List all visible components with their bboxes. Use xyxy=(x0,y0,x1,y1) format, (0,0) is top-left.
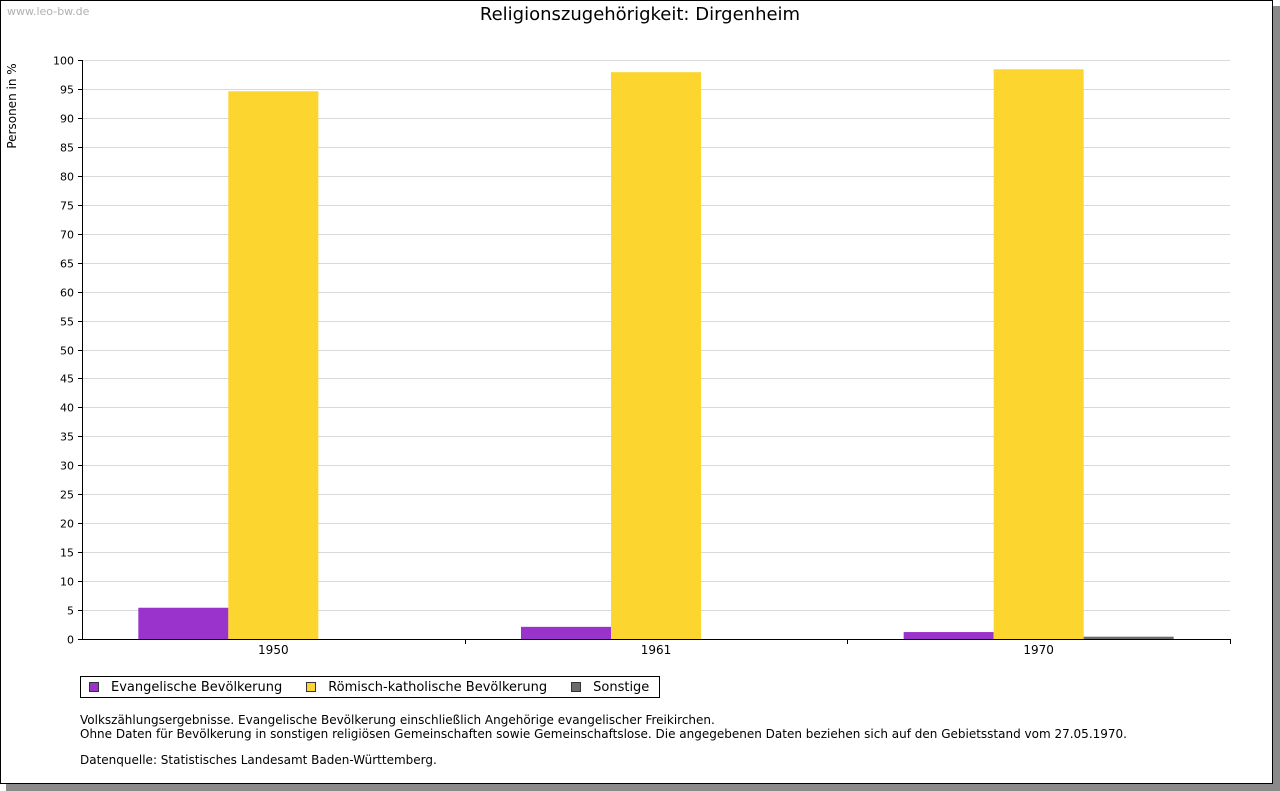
y-tick-label-90: 90 xyxy=(60,113,74,126)
y-tick-label-35: 35 xyxy=(60,431,74,444)
frame-shadow-bottom xyxy=(6,784,1280,791)
y-tick-label-70: 70 xyxy=(60,229,74,242)
y-tick-label-0: 0 xyxy=(67,634,74,647)
bar-1950-series-1 xyxy=(228,91,319,640)
legend-item-katholisch: Römisch-katholische Bevölkerung xyxy=(306,680,547,695)
y-tick-label-10: 10 xyxy=(60,576,74,589)
chart-title: Religionszugehörigkeit: Dirgenheim xyxy=(480,4,800,25)
y-tick-label-20: 20 xyxy=(60,518,74,531)
watermark: www.leo-bw.de xyxy=(7,5,90,18)
y-tick-label-55: 55 xyxy=(60,316,74,329)
legend-label-sonstige: Sonstige xyxy=(593,679,650,695)
legend-swatch-evangelisch xyxy=(89,682,99,692)
x-tick-label-1970: 1970 xyxy=(1023,643,1054,657)
bar-1970-series-2 xyxy=(1083,636,1174,639)
frame-shadow-right xyxy=(1273,6,1280,791)
legend-label-katholisch: Römisch-katholische Bevölkerung xyxy=(328,679,548,695)
y-tick-label-50: 50 xyxy=(60,345,74,358)
bar-1970-series-1 xyxy=(993,69,1084,640)
y-tick-label-60: 60 xyxy=(60,287,74,300)
y-tick-label-80: 80 xyxy=(60,171,74,184)
bar-1961-series-1 xyxy=(611,72,701,639)
y-tick-label-45: 45 xyxy=(60,373,74,386)
bar-1961-series-0 xyxy=(521,626,611,639)
bars xyxy=(138,69,1174,640)
y-tick-label-75: 75 xyxy=(60,200,74,213)
y-tick-label-40: 40 xyxy=(60,402,74,415)
y-axis-label: Personen in % xyxy=(5,63,19,148)
legend-swatch-sonstige xyxy=(571,682,582,692)
bar-1950-series-0 xyxy=(138,607,229,639)
axes: 0 5 10 15 20 25 30 35 40 45 50 55 60 65 70 75 80 85 90 95 10… xyxy=(53,55,1231,657)
x-tick-label-1961: 1961 xyxy=(641,643,672,657)
data-source: Datenquelle: Statistisches Landesamt Bad… xyxy=(80,753,437,767)
chart-notes: Volkszählungsergebnisse. Evangelische Be… xyxy=(80,713,1127,767)
legend: Evangelische Bevölkerung Römisch-katholi… xyxy=(80,676,661,698)
bar-1970-series-0 xyxy=(903,632,994,639)
legend-item-evangelisch: Evangelische Bevölkerung xyxy=(89,680,282,695)
y-tick-label-30: 30 xyxy=(60,460,74,473)
x-tick-label-1950: 1950 xyxy=(258,643,289,657)
y-tick-label-15: 15 xyxy=(60,547,74,560)
legend-item-sonstige: Sonstige xyxy=(571,680,649,695)
y-tick-label-85: 85 xyxy=(60,142,74,155)
y-tick-label-25: 25 xyxy=(60,489,74,502)
note-line-1: Volkszählungsergebnisse. Evangelische Be… xyxy=(80,713,715,727)
note-line-2: Ohne Daten für Bevölkerung in sonstigen … xyxy=(80,727,1127,741)
y-tick-label-65: 65 xyxy=(60,258,74,271)
y-tick-label-100: 100 xyxy=(53,55,74,68)
legend-swatch-katholisch xyxy=(306,682,317,692)
y-tick-label-5: 5 xyxy=(67,605,74,618)
y-tick-label-95: 95 xyxy=(60,84,74,97)
legend-label-evangelisch: Evangelische Bevölkerung xyxy=(111,679,283,695)
